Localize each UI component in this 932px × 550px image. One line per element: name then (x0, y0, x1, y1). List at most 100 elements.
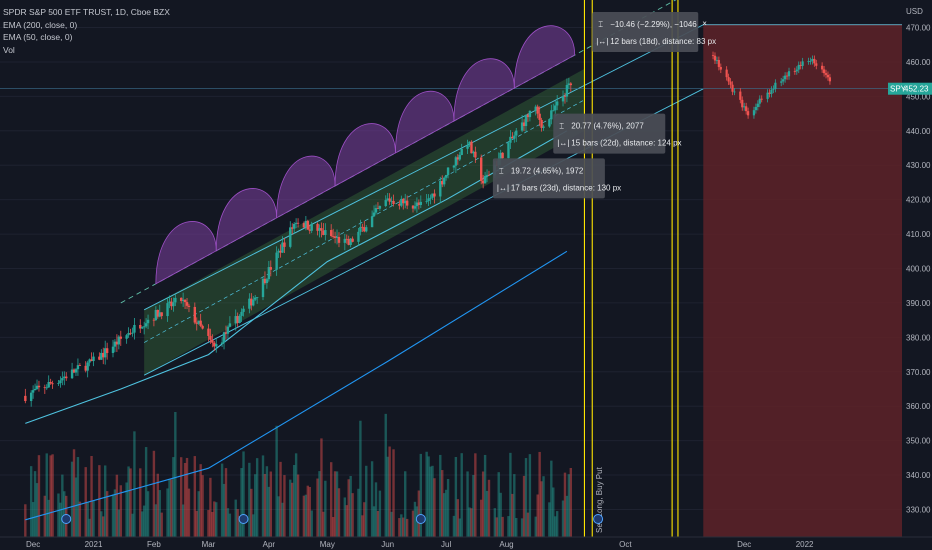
candle-body[interactable] (51, 383, 54, 385)
candle-body[interactable] (333, 236, 337, 239)
candle-body[interactable] (228, 323, 232, 327)
projection-candle-body[interactable] (815, 63, 818, 66)
projection-candle-body[interactable] (801, 61, 804, 66)
candle-body[interactable] (248, 298, 251, 309)
projection-candle-body[interactable] (743, 106, 746, 108)
candle-body[interactable] (104, 348, 107, 358)
candle-body[interactable] (174, 297, 177, 303)
candle-body[interactable] (528, 110, 532, 118)
candle-body[interactable] (524, 114, 528, 127)
candle-body[interactable] (507, 142, 510, 159)
candle-body[interactable] (265, 279, 269, 284)
candle-body[interactable] (160, 312, 163, 317)
projection-candle-body[interactable] (807, 61, 810, 62)
candle-body[interactable] (468, 141, 471, 146)
candle-body[interactable] (474, 151, 477, 158)
candle-body[interactable] (335, 236, 339, 239)
projection-candle-body[interactable] (719, 66, 722, 70)
candle-body[interactable] (347, 238, 350, 245)
projection-candle-body[interactable] (754, 107, 757, 111)
candle-body[interactable] (183, 299, 187, 303)
candle-body[interactable] (84, 365, 87, 371)
event-marker[interactable] (415, 514, 426, 524)
candle-body[interactable] (372, 212, 376, 217)
candle-body[interactable] (215, 343, 218, 347)
candle-body[interactable] (47, 382, 50, 388)
cycle-arc[interactable] (334, 123, 396, 187)
projection-candle-body[interactable] (785, 75, 789, 77)
candle-body[interactable] (146, 319, 150, 324)
candle-body[interactable] (238, 315, 241, 324)
candle-body[interactable] (526, 114, 530, 118)
candle-body[interactable] (125, 335, 128, 339)
candle-body[interactable] (390, 200, 393, 202)
candle-body[interactable] (119, 336, 122, 339)
candle-body[interactable] (439, 181, 442, 197)
candle-body[interactable] (302, 223, 306, 228)
candle-body[interactable] (376, 208, 380, 209)
candle-body[interactable] (337, 236, 341, 243)
candle-body[interactable] (158, 312, 161, 317)
candle-body[interactable] (446, 167, 450, 175)
candle-body[interactable] (226, 326, 230, 334)
projection-candle-body[interactable] (822, 69, 826, 74)
event-marker[interactable] (61, 514, 72, 524)
candle-body[interactable] (351, 238, 354, 242)
candle-body[interactable] (363, 227, 366, 232)
candle-body[interactable] (111, 346, 115, 353)
candle-body[interactable] (113, 341, 117, 347)
candle-body[interactable] (105, 348, 109, 353)
candle-body[interactable] (429, 197, 432, 199)
candle-body[interactable] (133, 324, 136, 333)
candle-body[interactable] (57, 383, 60, 384)
candle-body[interactable] (442, 177, 446, 185)
projection-candle-body[interactable] (821, 65, 824, 70)
candle-body[interactable] (456, 157, 460, 160)
candle-body[interactable] (308, 229, 311, 231)
price-candles[interactable] (24, 77, 573, 407)
candle-body[interactable] (431, 193, 434, 198)
candle-body[interactable] (72, 369, 76, 373)
vertical-highlight-lines[interactable]: 10 Sep '2125 Oct '21Sell Long, Buy Put (576, 0, 717, 550)
candle-body[interactable] (483, 175, 487, 184)
candle-body[interactable] (242, 308, 245, 312)
cycle-arc[interactable] (276, 155, 336, 219)
candle-body[interactable] (289, 227, 292, 247)
candle-body[interactable] (522, 122, 526, 127)
measurement-box[interactable] (592, 12, 699, 53)
indicator-vol-label[interactable]: Vol (3, 44, 15, 55)
projection-candle-body[interactable] (727, 77, 730, 82)
candle-body[interactable] (501, 152, 504, 159)
candle-body[interactable] (419, 201, 423, 205)
candle-body[interactable] (294, 222, 298, 224)
candle-body[interactable] (452, 165, 456, 168)
candle-body[interactable] (513, 135, 516, 139)
candle-body[interactable] (365, 227, 368, 232)
candle-body[interactable] (74, 369, 78, 373)
candle-body[interactable] (267, 267, 271, 280)
projection-candle-body[interactable] (713, 55, 717, 61)
projection-candle-body[interactable] (766, 92, 769, 99)
projection-candle-body[interactable] (813, 58, 816, 64)
event-marker[interactable] (593, 514, 604, 524)
candle-body[interactable] (49, 382, 52, 384)
candle-body[interactable] (76, 365, 80, 370)
projection-candle-body[interactable] (756, 103, 759, 108)
measurement-box[interactable] (492, 158, 605, 199)
candle-body[interactable] (479, 157, 483, 181)
candle-body[interactable] (552, 110, 555, 112)
candle-body[interactable] (548, 119, 551, 127)
candle-body[interactable] (224, 332, 228, 334)
candle-body[interactable] (398, 204, 401, 206)
channel-upper-line[interactable] (143, 24, 704, 311)
candle-body[interactable] (195, 322, 198, 324)
projection-candle-body[interactable] (725, 69, 728, 78)
candle-body[interactable] (487, 174, 491, 176)
candle-body[interactable] (318, 228, 321, 231)
candle-body[interactable] (433, 193, 436, 197)
candle-body[interactable] (100, 352, 103, 360)
candle-body[interactable] (131, 332, 134, 334)
candle-body[interactable] (168, 301, 171, 304)
candle-body[interactable] (400, 198, 403, 206)
candle-body[interactable] (98, 356, 101, 360)
